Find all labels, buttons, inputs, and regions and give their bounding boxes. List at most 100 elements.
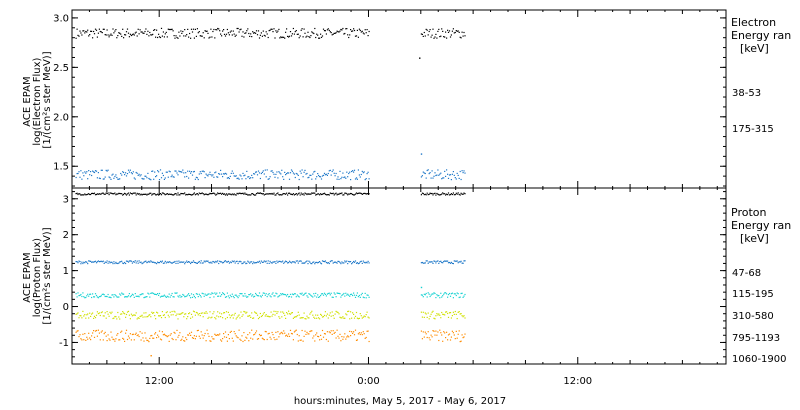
proton-point [145, 337, 147, 339]
proton-point [298, 314, 300, 316]
proton-point [234, 262, 236, 264]
proton-point [204, 293, 206, 295]
proton-point [236, 295, 238, 297]
electron-point [332, 169, 334, 171]
proton-point [270, 193, 272, 195]
proton-point [281, 331, 283, 333]
electron-point [457, 30, 459, 32]
electron-point [160, 27, 163, 29]
proton-point [202, 337, 204, 339]
proton-point [344, 260, 346, 262]
electron-point [318, 174, 320, 177]
electron-point [189, 170, 191, 172]
proton-point [184, 192, 186, 194]
proton-point [150, 335, 152, 337]
proton-point [148, 314, 150, 316]
proton-point [319, 194, 321, 196]
electron-point [276, 31, 278, 33]
electron-point [430, 177, 432, 179]
electron-point [88, 170, 90, 172]
proton-point [456, 193, 458, 195]
electron-point [268, 30, 270, 32]
proton-point [103, 333, 105, 335]
proton-point [114, 294, 116, 296]
proton-point [429, 315, 431, 317]
electron-point [340, 28, 342, 31]
proton-point [283, 193, 285, 195]
proton-point [447, 260, 449, 262]
proton-point [212, 313, 214, 315]
proton-point [209, 192, 211, 194]
proton-point [270, 338, 272, 340]
proton-point [193, 311, 195, 313]
electron-point [340, 178, 342, 180]
proton-point [289, 193, 292, 195]
electron-point [125, 31, 128, 33]
proton-point [301, 317, 303, 319]
proton-point [111, 192, 113, 195]
electron-point [171, 174, 173, 176]
proton-point [148, 293, 150, 295]
proton-point [250, 316, 252, 318]
electron-point [153, 29, 155, 31]
proton-point [250, 194, 252, 196]
proton-point [321, 316, 324, 318]
proton-point [127, 261, 130, 263]
proton-point [81, 194, 83, 196]
proton-point [300, 260, 302, 262]
proton-point [246, 337, 248, 339]
electron-point [82, 30, 84, 32]
proton-point [337, 193, 339, 195]
proton-point [291, 333, 293, 335]
proton-point [140, 193, 142, 195]
electron-point [114, 30, 116, 32]
proton-point [329, 261, 331, 263]
proton-point [362, 331, 364, 333]
electron-point [294, 31, 296, 33]
proton-point [155, 293, 157, 295]
proton-point [463, 315, 465, 317]
proton-point [148, 193, 150, 195]
proton-point [254, 311, 256, 313]
proton-point [77, 193, 79, 196]
electron-point [145, 175, 147, 177]
proton-point [276, 193, 278, 195]
proton-point [298, 260, 300, 262]
electron-point [425, 28, 427, 30]
proton-point [145, 296, 147, 298]
electron-point [307, 31, 309, 33]
proton-point [85, 317, 87, 319]
proton-point [160, 339, 163, 341]
proton-point [290, 262, 293, 264]
electron-point [238, 178, 240, 180]
proton-point [90, 315, 92, 317]
proton-point [433, 330, 435, 332]
electron-point [461, 170, 463, 172]
proton-point [296, 333, 298, 336]
proton-point [440, 332, 442, 334]
proton-point [202, 193, 204, 195]
electron-point [138, 173, 140, 175]
proton-point [226, 340, 228, 342]
proton-point [230, 262, 232, 264]
electron-point [302, 36, 304, 38]
electron-point [104, 176, 106, 178]
proton-point [305, 318, 307, 320]
electron-point [201, 170, 203, 172]
electron-point [455, 178, 457, 180]
proton-point [93, 336, 96, 338]
proton-point [444, 314, 446, 316]
proton-point [329, 294, 331, 296]
proton-point [221, 193, 223, 195]
electron-point [265, 176, 267, 178]
electron-point [272, 31, 274, 33]
electron-point [288, 172, 290, 174]
proton-point [436, 294, 438, 296]
proton-point [423, 293, 425, 295]
proton-point [288, 192, 290, 194]
electron-point [119, 32, 121, 34]
proton-point [328, 292, 330, 294]
electron-point [120, 33, 122, 35]
proton-point [348, 310, 350, 312]
proton-point [223, 260, 226, 262]
